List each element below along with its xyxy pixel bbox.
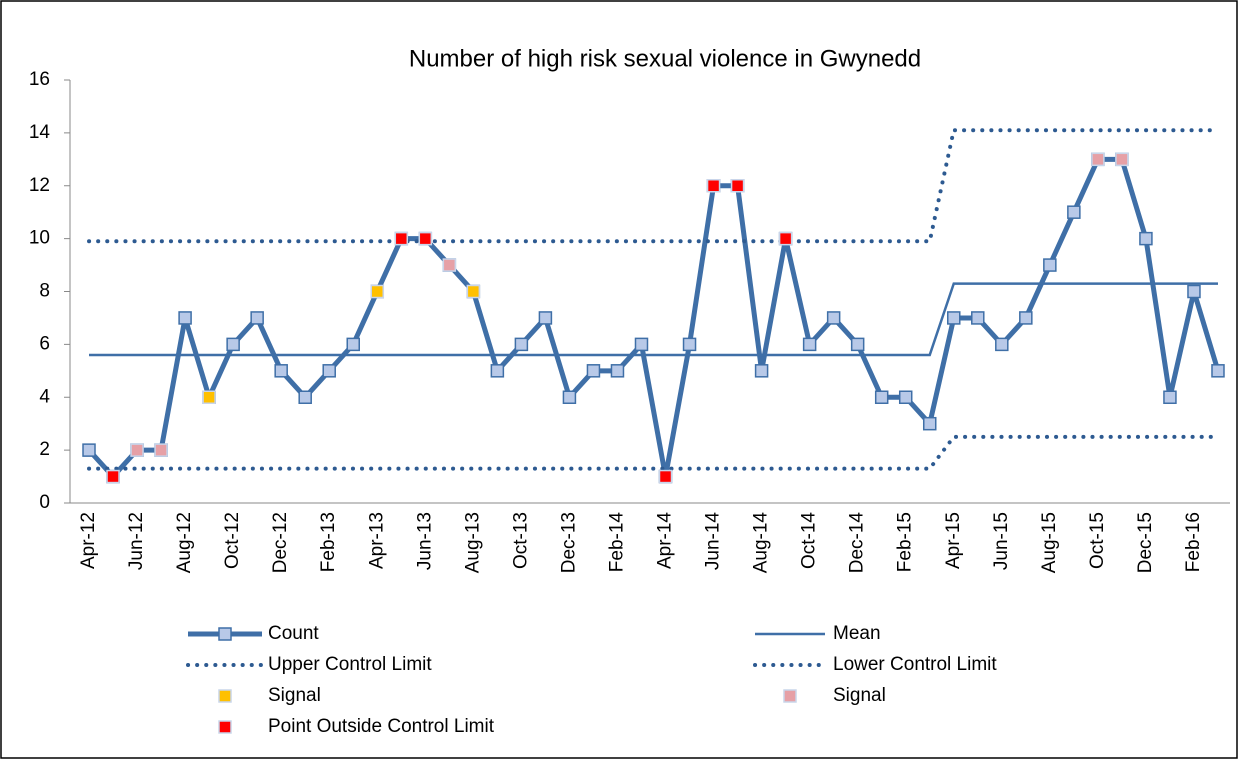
series-line [87, 434, 1220, 471]
marker [82, 443, 96, 457]
x-tick-label: Jun-12 [126, 512, 147, 570]
marker [658, 469, 673, 484]
marker [226, 337, 240, 352]
x-tick-label: Oct-15 [1087, 512, 1108, 569]
x-tick-label: Apr-14 [655, 512, 676, 569]
marker [610, 364, 625, 378]
y-tick-label: 6 [39, 333, 50, 354]
y-tick-label: 2 [39, 439, 50, 460]
x-tick-label: Apr-13 [366, 512, 387, 569]
marker [1163, 390, 1177, 404]
legend-label: Point Outside Control Limit [268, 716, 495, 737]
marker [850, 337, 865, 352]
marker [298, 390, 312, 404]
chart-title: Number of high risk sexual violence in G… [409, 45, 921, 72]
x-tick-label: Apr-15 [943, 512, 964, 569]
marker [274, 364, 288, 378]
x-tick-label: Aug-14 [751, 512, 772, 574]
marker [586, 364, 601, 378]
marker [1139, 231, 1153, 246]
marker [802, 337, 817, 352]
marker [1211, 364, 1225, 378]
marker [995, 337, 1009, 352]
legend-label: Mean [833, 623, 881, 644]
x-tick-label: Jun-14 [703, 512, 724, 571]
marker [370, 284, 385, 299]
x-tick-label: Feb-14 [606, 512, 627, 573]
marker [562, 390, 577, 404]
marker [826, 311, 841, 325]
x-tick-label: Apr-12 [78, 512, 99, 569]
x-tick-label: Feb-15 [895, 512, 916, 572]
marker [394, 231, 409, 246]
marker [538, 311, 553, 325]
marker [778, 231, 793, 246]
x-tick-label: Aug-15 [1039, 512, 1060, 573]
y-tick-label: 0 [39, 492, 50, 513]
legend-label: Signal [833, 685, 886, 706]
y-tick-label: 12 [29, 175, 50, 196]
marker [1091, 152, 1105, 167]
marker [250, 311, 264, 325]
marker [178, 311, 192, 325]
marker [922, 416, 937, 431]
legend-marker [783, 689, 797, 703]
legend-marker [218, 627, 232, 641]
marker [971, 311, 985, 325]
legend-label: Signal [268, 685, 321, 706]
marker [1019, 311, 1033, 325]
x-tick-label: Oct-13 [510, 512, 531, 569]
marker [202, 390, 216, 404]
x-tick-label: Dec-14 [847, 512, 868, 574]
marker [1187, 284, 1201, 299]
marker [490, 364, 505, 378]
marker [346, 337, 360, 352]
series-line [87, 156, 1221, 480]
marker [322, 364, 336, 378]
marker [442, 258, 457, 272]
x-tick-label: Oct-12 [222, 512, 243, 569]
x-tick-label: Feb-13 [318, 512, 339, 572]
x-tick-label: Feb-16 [1183, 512, 1204, 572]
marker [898, 390, 913, 404]
marker [130, 443, 144, 457]
x-tick-label: Dec-15 [1135, 512, 1156, 573]
legend-marker [218, 720, 232, 734]
marker [1043, 258, 1057, 272]
marker [730, 179, 745, 193]
marker [418, 231, 433, 246]
marker [466, 284, 481, 299]
y-tick-label: 14 [29, 122, 51, 143]
legend-label: Count [268, 623, 319, 644]
marker [754, 364, 769, 378]
x-tick-label: Jun-15 [991, 512, 1012, 570]
marker [706, 179, 721, 193]
marker [874, 390, 889, 404]
y-tick-label: 4 [39, 386, 50, 407]
marker [682, 337, 697, 352]
y-tick-label: 10 [29, 228, 50, 249]
marker [154, 443, 168, 457]
marker [106, 469, 120, 484]
x-tick-label: Dec-13 [558, 512, 579, 573]
y-tick-label: 8 [39, 281, 50, 302]
marker [514, 337, 529, 352]
series-line [89, 282, 1218, 357]
x-tick-label: Jun-13 [414, 512, 435, 570]
x-tick-label: Aug-12 [174, 512, 195, 573]
x-tick-label: Oct-14 [799, 512, 820, 569]
x-tick-label: Dec-12 [270, 512, 291, 573]
legend-label: Lower Control Limit [833, 654, 997, 675]
legend-marker [218, 689, 232, 703]
x-tick-label: Aug-13 [462, 512, 483, 573]
marker [634, 337, 649, 352]
legend-label: Upper Control Limit [268, 654, 432, 675]
marker [1115, 152, 1129, 167]
series-line [87, 128, 1220, 244]
y-tick-label: 16 [29, 69, 50, 90]
marker [1067, 205, 1081, 219]
marker [947, 311, 961, 325]
